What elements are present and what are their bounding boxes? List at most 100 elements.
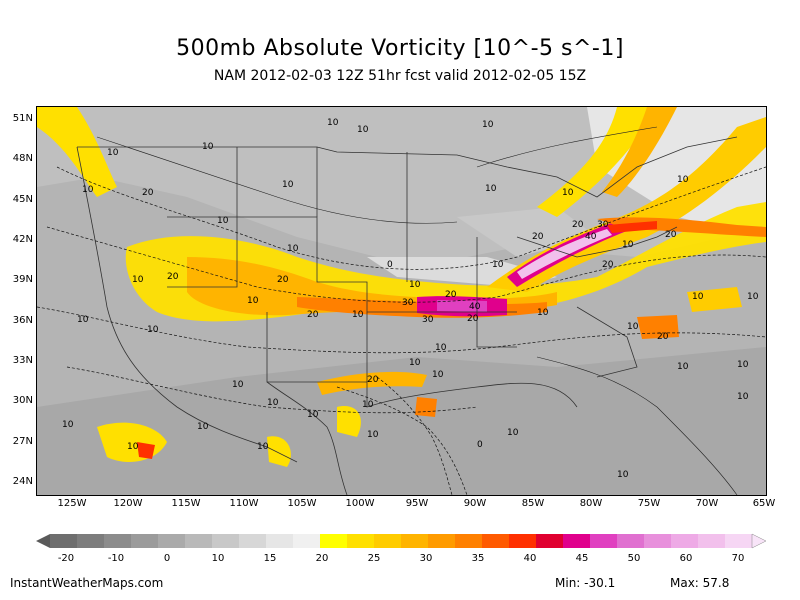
lon-label: 80W <box>579 498 603 509</box>
colorbar-cell <box>158 534 186 548</box>
max-value: Max: 57.8 <box>670 576 730 590</box>
contour-label: 10 <box>747 292 759 302</box>
colorbar-cell <box>428 534 456 548</box>
contour-label: 20 <box>665 230 677 240</box>
lon-label: 85W <box>521 498 545 509</box>
lat-label: 39N <box>12 274 33 285</box>
lon-label: 75W <box>637 498 661 509</box>
lon-label: 105W <box>287 498 317 509</box>
contour-label: 10 <box>287 244 299 254</box>
contour-label: 20 <box>167 272 179 282</box>
contour-label: 10 <box>482 120 494 130</box>
credit-text: InstantWeatherMaps.com <box>10 576 164 590</box>
contour-label: 10 <box>622 240 634 250</box>
contour-label: 20 <box>657 332 669 342</box>
contour-label: 10 <box>617 470 629 480</box>
lon-label: 100W <box>345 498 375 509</box>
contour-label: 10 <box>409 358 421 368</box>
colorbar-cell <box>77 534 105 548</box>
colorbar-cell <box>266 534 294 548</box>
contour-label: 20 <box>532 232 544 242</box>
colorbar-cell <box>698 534 726 548</box>
contour-label: 10 <box>357 125 369 135</box>
contour-label: 10 <box>202 142 214 152</box>
colorbar-label: 15 <box>263 553 277 564</box>
contour-label: 40 <box>469 302 481 312</box>
contour-label: 10 <box>737 392 749 402</box>
map-title: 500mb Absolute Vorticity [10^-5 s^-1] <box>176 36 624 61</box>
contour-label: 10 <box>692 292 704 302</box>
contour-label: 10 <box>367 430 379 440</box>
contour-label: 40 <box>585 232 597 242</box>
colorbar-cell <box>617 534 645 548</box>
colorbar-cell <box>644 534 672 548</box>
lat-label: 27N <box>12 436 33 447</box>
contour-label: 10 <box>282 180 294 190</box>
lon-label: 70W <box>695 498 719 509</box>
colorbar-cell <box>50 534 78 548</box>
lon-label: 115W <box>171 498 201 509</box>
colorbar-cell <box>509 534 537 548</box>
colorbar-min-arrow <box>36 534 50 548</box>
contour-label: 30 <box>597 220 609 230</box>
contour-label: 10 <box>247 296 259 306</box>
contour-label: 20 <box>602 260 614 270</box>
vorticity-map: 10 10 10 10 10 10 20 10 10 10 10 10 10 2… <box>37 107 766 495</box>
colorbar-label: 70 <box>731 553 745 564</box>
colorbar-label: 25 <box>367 553 381 564</box>
contour-label: 10 <box>485 184 497 194</box>
lat-label: 42N <box>12 234 33 245</box>
colorbar-cell <box>725 534 753 548</box>
contour-label: 10 <box>492 260 504 270</box>
contour-label: 10 <box>435 343 447 353</box>
colorbar-cell <box>455 534 483 548</box>
colorbar-cell <box>293 534 321 548</box>
contour-label: 20 <box>142 188 154 198</box>
contour-label: 10 <box>82 185 94 195</box>
colorbar-cell <box>320 534 348 548</box>
contour-label: 10 <box>737 360 749 370</box>
contour-label: 10 <box>362 400 374 410</box>
colorbar-max-arrow <box>751 533 766 549</box>
contour-labels: 10 10 10 10 10 10 20 10 10 10 10 10 10 2… <box>62 118 759 480</box>
colorbar-cell <box>347 534 375 548</box>
contour-label: 10 <box>409 280 421 290</box>
colorbar-label: 10 <box>211 553 225 564</box>
contour-label: 10 <box>107 148 119 158</box>
contour-label: 20 <box>467 314 479 324</box>
lat-label: 48N <box>12 153 33 164</box>
colorbar-cell <box>104 534 132 548</box>
lat-label: 36N <box>12 315 33 326</box>
contour-label: 10 <box>507 428 519 438</box>
contour-label: 10 <box>627 322 639 332</box>
colorbar-label: 35 <box>471 553 485 564</box>
contour-label: 10 <box>677 362 689 372</box>
contour-label: 20 <box>307 310 319 320</box>
lat-label: 24N <box>12 476 33 487</box>
contour-label: 0 <box>477 440 483 450</box>
lon-label: 120W <box>113 498 143 509</box>
contour-label: 20 <box>445 290 457 300</box>
colorbar-cell <box>563 534 591 548</box>
lat-label: 51N <box>12 113 33 124</box>
min-value: Min: -30.1 <box>555 576 616 590</box>
contour-label: 10 <box>147 325 159 335</box>
lon-label: 95W <box>405 498 429 509</box>
colorbar-cell <box>239 534 267 548</box>
lat-label: 33N <box>12 355 33 366</box>
colorbar-label: 40 <box>523 553 537 564</box>
contour-label: 10 <box>562 188 574 198</box>
contour-label: 10 <box>197 422 209 432</box>
vorticity-contours-solid <box>96 126 738 495</box>
colorbar-label: 20 <box>315 553 329 564</box>
contour-label: 10 <box>537 308 549 318</box>
contour-label: 10 <box>257 442 269 452</box>
contour-label: 10 <box>232 380 244 390</box>
colorbar-cell <box>185 534 213 548</box>
contour-label: 10 <box>677 175 689 185</box>
contour-label: 30 <box>422 315 434 325</box>
contour-label: 10 <box>352 310 364 320</box>
colorbar-label: 0 <box>163 553 171 564</box>
colorbar-cell <box>374 534 402 548</box>
political-borders <box>76 136 738 495</box>
